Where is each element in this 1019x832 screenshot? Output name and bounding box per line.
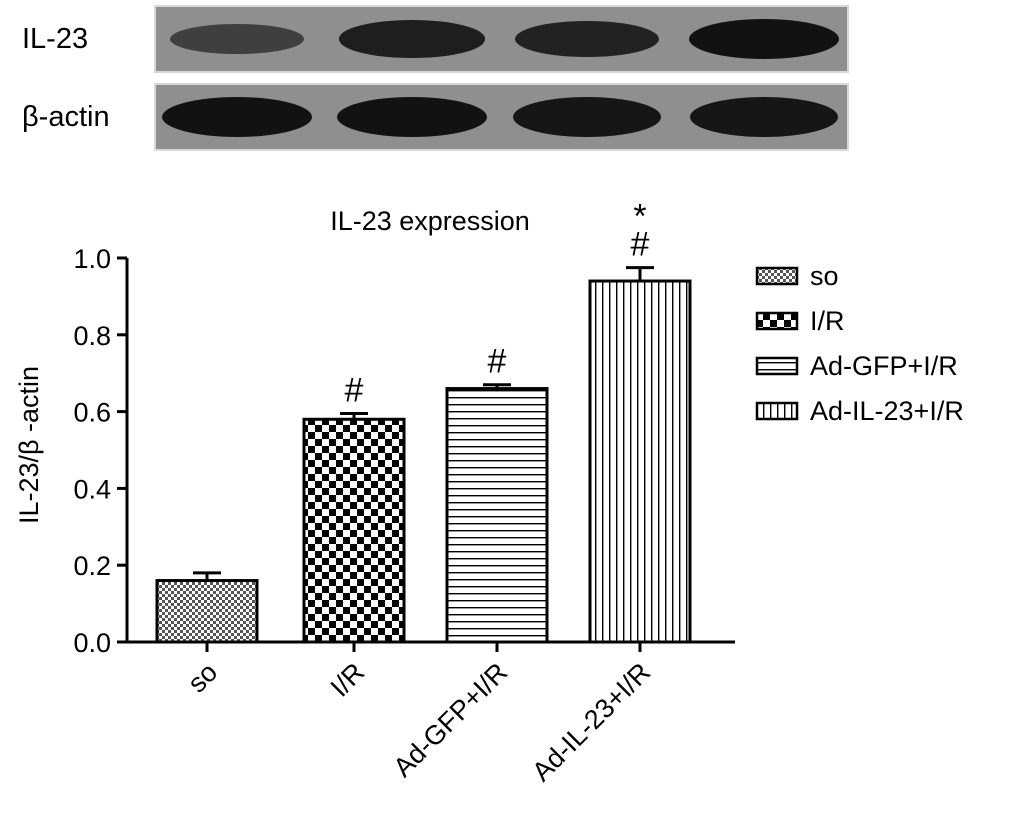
x-tick-label: I/R: [325, 657, 371, 703]
legend: so I/R Ad-GFP+I/R Ad-IL-23+I/R: [755, 261, 964, 426]
x-tick-label: so: [182, 657, 223, 698]
significance-marker: #: [631, 226, 650, 264]
bars: ##*#: [155, 198, 692, 644]
significance-marker: #: [345, 372, 364, 410]
legend-swatch: [755, 401, 799, 421]
y-tick-label: 0.2: [73, 551, 111, 581]
legend-label: I/R: [810, 306, 845, 336]
y-tick-label: 0.8: [73, 321, 111, 351]
blot-band: [337, 97, 487, 137]
x-ticks: so I/R Ad-GFP+I/R Ad-IL-23+I/R: [182, 642, 656, 787]
blot-band: [170, 23, 304, 55]
y-ticks: 0.0 0.2 0.4 0.6 0.8 1.0: [73, 244, 127, 658]
significance-marker: *: [633, 198, 646, 236]
significance-marker: #: [488, 343, 507, 381]
y-tick-label: 1.0: [73, 244, 111, 274]
bar-chart: IL-23 expression IL-23/β -actin 0.00.20.…: [14, 198, 964, 787]
y-tick-label: 0.4: [73, 474, 111, 504]
blot-membrane-il23: [154, 5, 849, 73]
x-tick-label: Ad-GFP+I/R: [388, 657, 514, 783]
legend-label: so: [810, 261, 839, 291]
blot-band: [515, 20, 659, 58]
blot-band: [339, 20, 485, 58]
blot-band: [512, 97, 662, 137]
blot-label-beta-actin: β-actin: [22, 101, 110, 133]
bar: [588, 279, 692, 644]
bar: [302, 417, 406, 644]
legend-label: Ad-IL-23+I/R: [810, 396, 964, 426]
x-tick-label: Ad-IL-23+I/R: [526, 657, 656, 787]
y-axis-label: IL-23/β -actin: [14, 366, 44, 524]
legend-swatch: [755, 266, 799, 286]
chart-title: IL-23 expression: [330, 206, 530, 236]
blot-band: [689, 19, 839, 59]
blot-membrane-beta-actin: [154, 83, 849, 151]
legend-swatch: [755, 311, 799, 331]
y-tick-label: 0.6: [73, 398, 111, 428]
legend-label: Ad-GFP+I/R: [810, 351, 958, 381]
bar: [445, 387, 549, 644]
legend-swatch: [755, 356, 799, 376]
blot-row-beta-actin: β-actin: [0, 78, 1019, 156]
blot-label-il23: IL-23: [22, 23, 89, 55]
blot-row-il23: IL-23: [0, 0, 1019, 78]
blot-band: [689, 97, 839, 137]
blot-band: [162, 97, 312, 137]
y-tick-label: 0.0: [73, 628, 111, 658]
bar: [155, 579, 259, 644]
